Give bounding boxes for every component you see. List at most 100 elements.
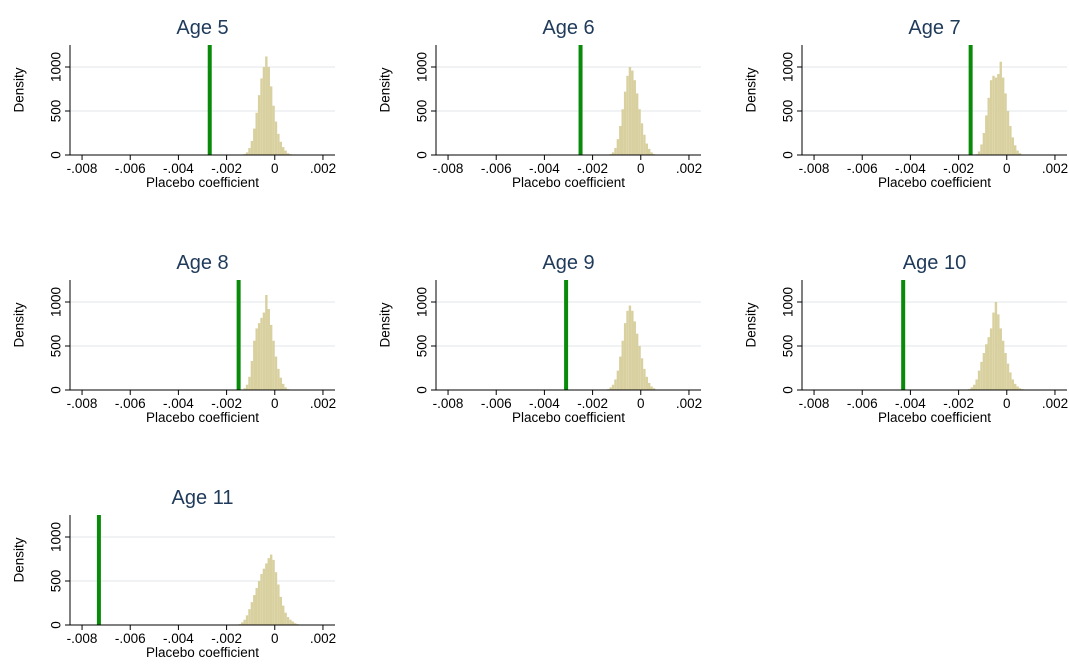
histogram-bar bbox=[277, 368, 280, 390]
x-tick-label: 0 bbox=[1003, 396, 1011, 411]
histogram-bar bbox=[980, 144, 983, 155]
y-tick-label: 500 bbox=[49, 335, 64, 358]
histogram-bar bbox=[985, 115, 988, 155]
histogram-bar bbox=[987, 97, 990, 155]
x-tick-label: -.004 bbox=[529, 396, 560, 411]
histogram-bar bbox=[243, 388, 246, 390]
x-tick-label: 0 bbox=[637, 396, 645, 411]
histogram-bar bbox=[1004, 93, 1007, 155]
x-tick-label: -.008 bbox=[67, 161, 98, 176]
histogram-bar bbox=[628, 67, 632, 155]
histogram-bar bbox=[272, 105, 275, 155]
histogram-bar bbox=[992, 312, 995, 390]
histogram-bar bbox=[1018, 153, 1022, 155]
histogram-bar bbox=[286, 617, 290, 625]
histogram-bar bbox=[277, 584, 280, 625]
panel-age-8: Age 8 0 500 1000 Density -.008 -.006 -.004 -.002… bbox=[12, 252, 337, 425]
y-tick-label: 0 bbox=[415, 386, 430, 394]
histogram-bar bbox=[623, 91, 627, 155]
x-tick-label: -.002 bbox=[577, 161, 608, 176]
histogram-bar bbox=[257, 323, 261, 390]
histogram-bar bbox=[282, 605, 285, 625]
histogram-bar bbox=[1009, 125, 1012, 155]
histogram-bar bbox=[992, 75, 995, 155]
histogram-bar bbox=[282, 147, 285, 155]
x-tick-label: -.002 bbox=[943, 396, 974, 411]
x-tick-label: -.008 bbox=[67, 631, 98, 646]
histogram-bar bbox=[619, 356, 622, 390]
histogram-bar bbox=[616, 370, 620, 390]
x-tick-label: -.008 bbox=[799, 161, 830, 176]
histogram-bar bbox=[640, 123, 644, 155]
histogram-bar bbox=[973, 384, 976, 390]
y-tick-label: 500 bbox=[49, 570, 64, 593]
histogram-bar bbox=[291, 621, 295, 625]
histogram-bar bbox=[1006, 363, 1010, 390]
histogram-bar bbox=[997, 74, 1000, 155]
x-axis-title: Placebo coefficient bbox=[512, 175, 625, 190]
histogram-bar bbox=[1004, 353, 1007, 390]
histogram-bar bbox=[611, 384, 615, 390]
y-tick-label: 500 bbox=[781, 335, 796, 358]
x-tick-label: -.008 bbox=[433, 161, 464, 176]
x-tick-label: 0 bbox=[1003, 161, 1011, 176]
y-axis-title: Density bbox=[378, 67, 393, 112]
histogram-bar bbox=[643, 134, 646, 155]
histogram-bar bbox=[265, 294, 268, 390]
x-tick-label: -.004 bbox=[529, 161, 560, 176]
x-tick-label: -.002 bbox=[577, 396, 608, 411]
y-axis-title: Density bbox=[378, 302, 393, 347]
histogram-bar bbox=[1009, 372, 1012, 390]
histogram-bar bbox=[635, 333, 639, 390]
histogram-bar bbox=[262, 568, 266, 625]
histogram-bar bbox=[269, 86, 273, 155]
y-axis-title: Density bbox=[12, 302, 27, 347]
panel-age-6: Age 6 0 500 1000 Density -.008 -.006 -.004 -.002… bbox=[378, 17, 703, 190]
x-axis-title: Placebo coefficient bbox=[146, 645, 259, 660]
x-axis-title: Placebo coefficient bbox=[146, 410, 259, 425]
histogram-bar bbox=[633, 80, 636, 155]
x-tick-label: -.008 bbox=[67, 396, 98, 411]
histogram-bar bbox=[269, 324, 273, 390]
x-tick-label: .002 bbox=[310, 396, 336, 411]
histogram-bar bbox=[274, 572, 278, 625]
y-tick-label: 500 bbox=[415, 335, 430, 358]
histogram-bar bbox=[982, 133, 986, 155]
histogram-bar bbox=[284, 150, 287, 155]
histogram-bar bbox=[650, 152, 653, 155]
histogram-bar bbox=[282, 383, 285, 390]
panel-title: Age 5 bbox=[176, 17, 228, 39]
y-tick-label: 1000 bbox=[415, 52, 430, 82]
histogram-bar bbox=[999, 61, 1002, 155]
y-tick-label: 1000 bbox=[49, 287, 64, 317]
x-tick-label: -.004 bbox=[895, 396, 926, 411]
histogram-bar bbox=[1016, 386, 1019, 390]
y-axis-title: Density bbox=[744, 67, 759, 112]
x-tick-label: -.006 bbox=[481, 396, 512, 411]
histogram-bar bbox=[652, 388, 656, 390]
x-tick-label: .002 bbox=[310, 161, 336, 176]
x-tick-label: -.006 bbox=[115, 396, 146, 411]
histogram-bar bbox=[284, 387, 287, 390]
histogram-bar bbox=[1006, 111, 1010, 155]
panel-title: Age 9 bbox=[542, 252, 594, 274]
histogram-bar bbox=[645, 376, 648, 390]
x-tick-label: .002 bbox=[676, 161, 702, 176]
panel-age-5: Age 5 0 500 1000 Density -.008 -.006 -.004 -.002… bbox=[12, 17, 337, 190]
histogram-bar bbox=[982, 353, 986, 390]
y-tick-label: 500 bbox=[781, 100, 796, 123]
panel-age-11: Age 11 0 500 1000 Density -.008 -.006 -.004 -.00… bbox=[12, 487, 337, 660]
x-axis-title: Placebo coefficient bbox=[512, 410, 625, 425]
histogram-bar bbox=[1014, 383, 1017, 390]
histogram-bar bbox=[1018, 388, 1022, 390]
x-tick-label: -.004 bbox=[163, 161, 194, 176]
histogram-bar bbox=[248, 376, 251, 390]
y-tick-label: 500 bbox=[49, 100, 64, 123]
histogram-bar bbox=[997, 314, 1000, 390]
histogram-bar bbox=[626, 75, 629, 155]
x-tick-label: .002 bbox=[1042, 161, 1068, 176]
histogram-bar bbox=[286, 153, 290, 155]
histogram-bar bbox=[253, 128, 256, 155]
x-tick-label: -.002 bbox=[211, 396, 242, 411]
histogram-bar bbox=[267, 558, 270, 625]
